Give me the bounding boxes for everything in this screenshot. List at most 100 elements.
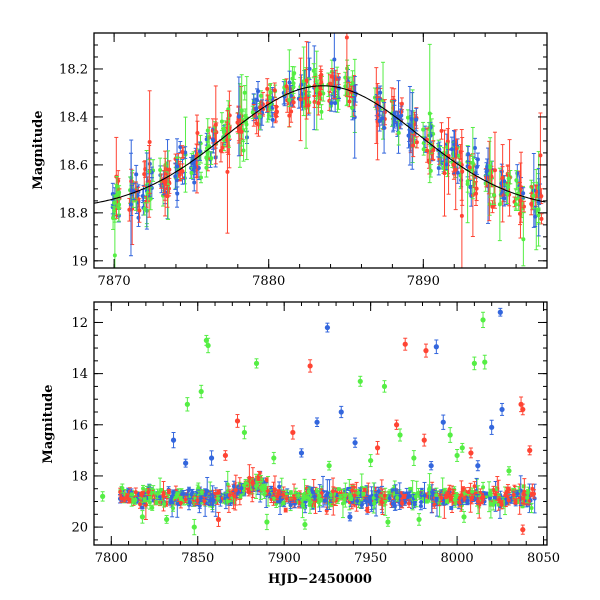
top-data-point	[114, 193, 119, 198]
top-panel-model-curve	[94, 85, 546, 204]
top-panel-data-points	[110, 33, 544, 268]
top-outlier-point	[225, 169, 230, 174]
top-data-point	[414, 140, 419, 145]
top-data-point	[307, 66, 312, 71]
top-data-point	[398, 110, 403, 115]
top-data-point	[451, 162, 456, 167]
bottom-data-point	[408, 487, 413, 492]
top-outlier-point	[459, 213, 464, 218]
top-data-point	[502, 179, 507, 184]
top-outlier-point	[147, 140, 152, 145]
top-data-point	[506, 176, 511, 181]
top-data-point	[137, 208, 142, 213]
top-data-point	[219, 119, 224, 124]
top-data-point	[472, 146, 477, 151]
top-outlier-point	[488, 165, 493, 170]
top-panel-y-tick-label: 18.2	[59, 62, 88, 77]
top-data-point	[311, 68, 316, 73]
top-data-point	[114, 184, 119, 189]
top-data-point	[343, 84, 348, 89]
top-outlier-point	[332, 57, 337, 62]
top-data-point	[274, 114, 279, 119]
top-data-point	[392, 111, 397, 116]
bottom-data-point	[432, 502, 437, 507]
top-data-point	[289, 109, 294, 114]
top-data-point	[211, 138, 216, 143]
top-panel-y-tick-label: 18.6	[59, 158, 88, 173]
top-data-point	[270, 117, 275, 122]
top-data-point	[148, 196, 153, 201]
top-data-point	[470, 161, 475, 166]
top-data-point	[467, 165, 472, 170]
top-data-point	[319, 80, 324, 85]
top-data-point	[502, 196, 507, 201]
top-data-point	[269, 105, 274, 110]
top-data-point	[197, 149, 202, 154]
top-data-point	[378, 90, 383, 95]
top-data-point	[241, 148, 246, 153]
top-panel-x-tick-label: 7880	[252, 274, 285, 289]
top-data-point	[260, 102, 265, 107]
bottom-data-point	[140, 505, 145, 510]
top-data-point	[406, 133, 411, 138]
top-data-point	[222, 138, 227, 143]
bottom-data-point	[119, 496, 124, 501]
top-data-point	[500, 175, 505, 180]
top-data-point	[514, 178, 519, 183]
bottom-data-point	[461, 486, 466, 491]
top-panel-y-tick-label: 18.8	[59, 206, 88, 221]
top-data-point	[134, 172, 139, 177]
top-data-point	[136, 215, 141, 220]
top-data-point	[484, 169, 489, 174]
top-data-point	[377, 119, 382, 124]
top-data-point	[421, 147, 426, 152]
top-data-point	[175, 191, 180, 196]
top-data-point	[287, 113, 292, 118]
top-data-point	[272, 88, 277, 93]
top-data-point	[396, 130, 401, 135]
top-data-point	[398, 114, 403, 119]
top-data-point	[142, 206, 147, 211]
top-data-point	[189, 171, 194, 176]
bottom-data-point	[141, 486, 146, 491]
top-data-point	[306, 103, 311, 108]
top-outlier-point	[128, 202, 133, 207]
top-data-point	[319, 109, 324, 114]
top-panel: 7870 7880 7890 18.2 18.4 18.6 18.8 19 Magnitud…	[31, 32, 548, 289]
top-outlier-point	[427, 111, 432, 116]
top-panel-x-tick-label: 7890	[407, 274, 440, 289]
top-data-point	[328, 81, 333, 86]
top-data-point	[180, 149, 185, 154]
bottom-panel-data-points	[100, 307, 537, 536]
top-data-point	[468, 185, 473, 190]
top-panel-y-axis-label: Magnitude	[31, 110, 46, 189]
top-data-point	[287, 80, 292, 85]
top-data-point	[453, 167, 458, 172]
top-data-point	[466, 151, 471, 156]
top-data-point	[291, 100, 296, 105]
top-data-point	[254, 106, 259, 111]
top-data-point	[329, 101, 334, 106]
top-data-point	[117, 190, 122, 195]
top-data-point	[195, 131, 200, 136]
top-panel-y-ticks: 18.2 18.4 18.6 18.8 19	[59, 32, 547, 269]
top-data-point	[428, 125, 433, 130]
top-data-point	[288, 93, 293, 98]
top-data-point	[506, 185, 511, 190]
bottom-data-point	[365, 507, 370, 512]
bottom-data-point	[492, 495, 497, 500]
top-data-point	[205, 128, 210, 133]
top-data-point	[314, 88, 319, 93]
top-panel-y-tick-label: 19	[71, 254, 88, 269]
top-data-point	[380, 116, 385, 121]
top-panel-y-tick-label: 18.4	[59, 110, 88, 125]
bottom-data-point	[530, 486, 535, 491]
top-data-point	[439, 128, 444, 133]
top-outlier-point	[382, 125, 387, 130]
top-data-point	[239, 108, 244, 113]
top-outlier-point	[521, 237, 526, 242]
top-data-point	[213, 122, 218, 127]
top-data-point	[257, 114, 262, 119]
